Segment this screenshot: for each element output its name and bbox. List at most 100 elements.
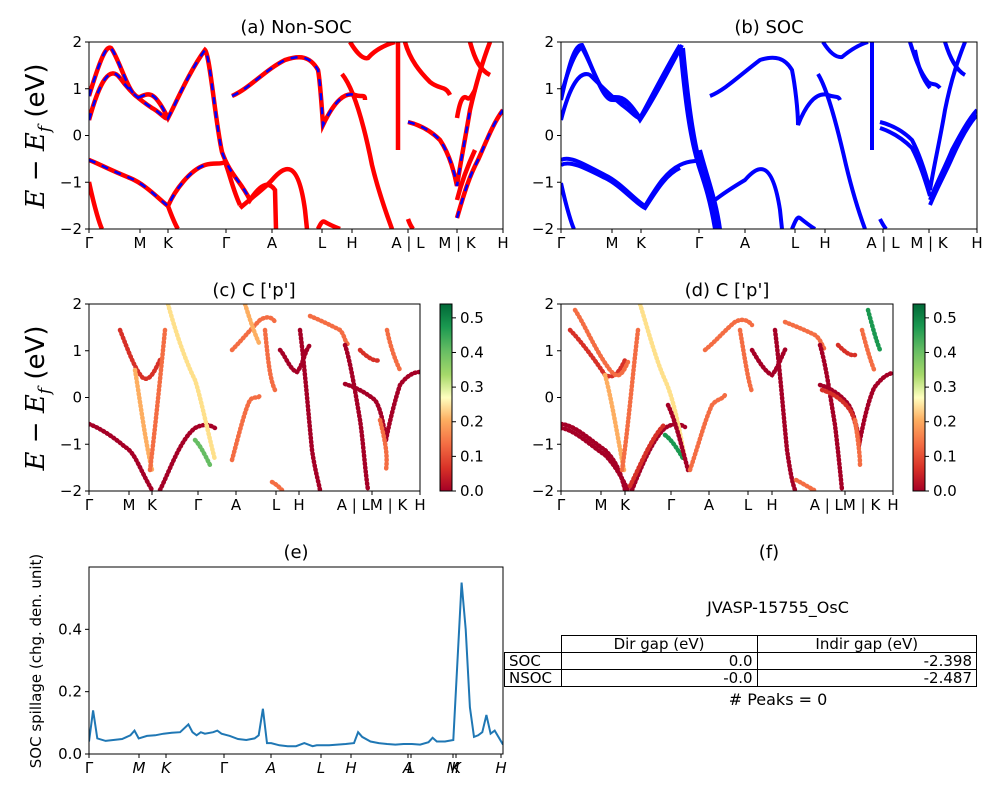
band-b-14 bbox=[821, 42, 869, 60]
colorbar-tick-label: 0.2 bbox=[933, 413, 957, 431]
panel-b-title: (b) SOC bbox=[734, 17, 803, 38]
y-tick-label: −1 bbox=[532, 435, 554, 453]
y-tick-label: 1 bbox=[72, 342, 82, 360]
scatter-c-19 bbox=[384, 327, 403, 373]
x-tick-label: Γ bbox=[194, 496, 203, 514]
scatter-d-4 bbox=[627, 421, 668, 489]
x-tick-label: M bbox=[133, 759, 146, 777]
x-tick-label: H bbox=[293, 496, 304, 514]
x-tick-label: A bbox=[231, 496, 242, 514]
colorbar-d-gradient bbox=[912, 303, 926, 492]
scatter-d-16 bbox=[772, 327, 798, 491]
scatter-d-6 bbox=[572, 307, 631, 378]
y-tick-label: −2 bbox=[532, 482, 554, 500]
indir-gap-value: -2.487 bbox=[756, 669, 978, 687]
panel-e-title: (e) bbox=[283, 542, 308, 563]
scatter-c-13 bbox=[297, 327, 323, 491]
x-tick-label: K bbox=[620, 496, 631, 514]
y-tick-label: 0 bbox=[72, 389, 82, 407]
x-tick-label: Γ bbox=[85, 234, 94, 252]
x-tick-label: Γ bbox=[85, 759, 94, 777]
band-a-overlay bbox=[89, 46, 503, 219]
x-tick-label: H bbox=[345, 759, 356, 777]
x-tick-label: A | LM | K bbox=[337, 496, 409, 514]
scatter-d-18 bbox=[817, 342, 845, 491]
scatter-c-18 bbox=[357, 347, 383, 363]
colorbar-tick-label: 0.5 bbox=[933, 309, 957, 327]
scatter-d-2 bbox=[561, 425, 631, 491]
band-a-17 bbox=[454, 149, 478, 201]
band-b-21 bbox=[928, 108, 977, 201]
x-tick-label: H bbox=[497, 234, 508, 252]
x-tick-label: H bbox=[819, 234, 830, 252]
scatter-c-5 bbox=[147, 327, 168, 473]
scatter-d-13 bbox=[687, 392, 728, 473]
colorbar-tick-label: 0.0 bbox=[933, 482, 957, 500]
scatter-d-10 bbox=[662, 432, 687, 463]
y-axis-label-spillage: SOC spillage (chg. den. unit) bbox=[27, 554, 45, 769]
x-tick-label: Γ bbox=[667, 496, 676, 514]
y-tick-label: 2 bbox=[72, 295, 82, 313]
dir-gap-value: 0.0 bbox=[560, 652, 758, 670]
y-tick-label: 1 bbox=[544, 80, 554, 98]
y-tick-label: 0 bbox=[544, 127, 554, 145]
row-label: SOC bbox=[504, 652, 562, 670]
scatter-d-24 bbox=[835, 342, 858, 358]
panel-e-ticks: 0.00.20.4Γ M K Γ A L H AL MK H bbox=[58, 620, 507, 777]
band-a-1 bbox=[89, 45, 279, 229]
y-tick-label: 1 bbox=[72, 80, 82, 98]
gap-table: Dir gap (eV) Indir gap (eV) SOC 0.0 -2.3… bbox=[504, 635, 978, 687]
panel-a bbox=[88, 41, 504, 230]
x-tick-label: L bbox=[317, 759, 325, 777]
panel-a-title: (a) Non-SOC bbox=[240, 17, 351, 38]
y-tick-label: 2 bbox=[544, 33, 554, 51]
band-b-2 bbox=[561, 44, 684, 124]
x-tick-label: K bbox=[163, 234, 174, 252]
panel-d-title: (d) C ['p'] bbox=[685, 280, 770, 301]
scatter-c-9 bbox=[229, 392, 263, 463]
x-tick-label: Γ bbox=[557, 234, 566, 252]
x-tick-label: A bbox=[402, 759, 413, 777]
row-label: NSOC bbox=[504, 669, 562, 687]
scatter-c-1 bbox=[89, 421, 155, 491]
colorbar-tick-label: 0.1 bbox=[460, 447, 484, 465]
panel-a-ticks: −2 −1 0 1 2 Γ M K Γ A L H A | L M | K H bbox=[60, 33, 509, 252]
y-tick-label: −1 bbox=[60, 435, 82, 453]
x-tick-label: L bbox=[272, 496, 281, 514]
band-a-8 bbox=[315, 219, 341, 229]
x-tick-label: K bbox=[147, 496, 158, 514]
scatter-c-14 bbox=[307, 313, 353, 348]
band-a-10 bbox=[348, 42, 396, 61]
band-a-6 bbox=[238, 166, 310, 229]
panel-d-points bbox=[561, 304, 893, 491]
x-tick-label: Γ bbox=[85, 496, 94, 514]
panel-c-points bbox=[89, 304, 420, 491]
material-id: JVASP-15755_OsC bbox=[707, 598, 849, 617]
y-tick-label: −2 bbox=[60, 220, 82, 238]
band-b-22 bbox=[928, 113, 977, 206]
band-b-8 bbox=[681, 47, 720, 229]
band-a-15 bbox=[454, 88, 477, 119]
scatter-d-14 bbox=[737, 327, 755, 395]
x-tick-label: M | K bbox=[910, 234, 949, 252]
table-row-nsoc: NSOC -0.0 -2.487 bbox=[504, 669, 978, 687]
x-tick-label: A bbox=[740, 234, 751, 252]
x-tick-label: L bbox=[318, 234, 327, 252]
panel-b-ticks: −2 −1 0 1 2 Γ M K Γ A L H A | L M | K H bbox=[532, 33, 983, 252]
colorbar-tick-label: 0.4 bbox=[933, 343, 957, 361]
spillage-line bbox=[89, 582, 503, 748]
dir-gap-value: -0.0 bbox=[560, 669, 758, 687]
x-tick-label: K bbox=[451, 759, 462, 777]
x-tick-label: M bbox=[123, 496, 136, 514]
scatter-d-17 bbox=[782, 319, 829, 353]
col-dir-gap: Dir gap (eV) bbox=[560, 635, 758, 653]
x-tick-label: A bbox=[265, 759, 276, 777]
x-tick-label: L bbox=[744, 496, 753, 514]
x-tick-label: Γ bbox=[220, 759, 229, 777]
panel-c bbox=[88, 303, 421, 492]
y-tick-label: 0 bbox=[544, 389, 554, 407]
x-tick-label: K bbox=[161, 759, 172, 777]
y-tick-label: −1 bbox=[532, 173, 554, 191]
y-tick-label: 0.2 bbox=[58, 683, 82, 701]
colorbar-tick-label: 0.3 bbox=[460, 378, 484, 396]
